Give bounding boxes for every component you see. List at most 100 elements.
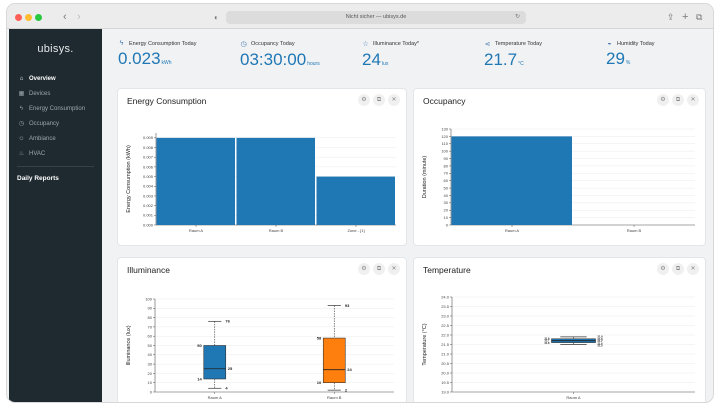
y-tick-label: 0.003 — [143, 193, 154, 198]
settings-icon[interactable]: ⚙ — [657, 94, 669, 106]
temperature-chart: 19.0 19.5 20.0 20.5 21.0 21.5 22.0 22.5 23.0 23.5… — [422, 294, 695, 400]
close-icon[interactable]: ✕ — [687, 263, 699, 275]
box-label-median: 25 — [228, 366, 233, 371]
box-label-q1: 14 — [197, 376, 202, 381]
y-tick-label: 23.0 — [441, 313, 450, 318]
kpi-value: 29 — [606, 49, 625, 68]
y-tick-label: 50 — [148, 343, 153, 348]
x-tick-label: Raum B — [627, 228, 642, 233]
y-tick-label: 20 — [444, 208, 449, 213]
drop-icon: ◒ — [607, 40, 612, 47]
x-tick-label: Raum A — [208, 395, 223, 400]
box-label-min: 21.5 — [598, 344, 604, 348]
y-tick-label: 60 — [148, 334, 153, 339]
box-label-median: 24 — [347, 367, 352, 372]
zoom-window-button[interactable] — [35, 14, 42, 21]
close-icon[interactable]: ✕ — [687, 94, 699, 106]
settings-icon[interactable]: ⚙ — [657, 263, 669, 275]
y-tick-label: 20 — [148, 371, 153, 376]
share-icon[interactable]: ⇪ — [667, 12, 675, 22]
x-tick-label: Raum A — [566, 395, 581, 400]
thermometer-icon: ♨ — [18, 151, 25, 157]
y-tick-label: 70 — [148, 324, 153, 329]
kpi-unit: lux — [381, 61, 389, 67]
box-label-left-median: 21.7 — [544, 339, 550, 343]
y-tick-label: 30 — [148, 362, 153, 367]
home-icon: ⌂ — [19, 75, 24, 82]
expand-icon[interactable]: ⧉ — [672, 94, 684, 106]
y-tick-label: 50 — [444, 185, 449, 190]
y-tick-label: 0.000 — [143, 222, 154, 227]
kpi-title: Humidity Today — [617, 40, 655, 47]
new-tab-icon[interactable]: + — [682, 11, 689, 23]
card-title: Energy Consumption — [127, 96, 207, 106]
box-label-q3: 21.8 — [598, 337, 604, 341]
browser-window: ‹ › ◐ Nicht sicher — ubisys.de ↻ ⇪ + ⧉ u… — [7, 4, 713, 402]
card-actions: ⚙ ⧉ ✕ — [358, 263, 400, 275]
kpi-unit: hours — [307, 61, 320, 67]
settings-icon[interactable]: ⚙ — [358, 94, 370, 106]
expand-icon[interactable]: ⧉ — [373, 263, 385, 275]
box-label-left-q1: 21.6 — [544, 337, 550, 341]
y-tick-label: 0.005 — [143, 174, 154, 179]
kpi-humidity: ◒ Humidity Today 29% — [590, 29, 712, 81]
y-tick-label: 130 — [441, 126, 448, 131]
kpi-title: Illuminance Today* — [373, 41, 420, 47]
tab-overview-icon[interactable]: ⧉ — [696, 12, 703, 22]
close-window-button[interactable] — [15, 14, 22, 21]
y-tick-label: 90 — [148, 306, 153, 311]
y-tick-label: 80 — [444, 163, 449, 168]
close-icon[interactable]: ✕ — [388, 94, 400, 106]
box-label-q3: 50 — [197, 343, 202, 348]
kpi-value: 24 — [362, 50, 381, 69]
card-title: Illuminance — [127, 265, 170, 275]
kpi-unit: °C — [518, 61, 524, 67]
sidebar-item-label: Overview — [29, 75, 56, 82]
back-icon[interactable]: ‹ — [63, 11, 67, 23]
illuminance-card: Illuminance ⚙ ⧉ ✕ 0 10 20 30 40 50 60 70 80 90 100… — [118, 258, 406, 402]
reload-icon[interactable]: ↻ — [514, 14, 520, 20]
box-label-min: 2 — [345, 388, 348, 393]
y-tick-label: 0.004 — [143, 184, 154, 189]
y-tick-label: 10 — [444, 215, 449, 220]
kpi-title: Occupancy Today — [251, 41, 295, 47]
sidebar-item-occupancy[interactable]: ◷ Occupancy — [9, 116, 102, 131]
y-tick-label: 22.5 — [441, 323, 450, 328]
sidebar-item-label: Devices — [29, 90, 51, 97]
sidebar-item-overview[interactable]: ⌂ Overview — [9, 71, 102, 86]
sidebar-item-daily-reports[interactable]: Daily Reports — [17, 175, 59, 182]
minimize-window-button[interactable] — [25, 14, 32, 21]
expand-icon[interactable]: ⧉ — [373, 94, 385, 106]
forward-icon[interactable]: › — [77, 11, 81, 23]
sidebar-divider — [17, 166, 94, 167]
devices-icon: ▦ — [18, 91, 25, 97]
box-label-max: 93 — [345, 303, 350, 308]
sidebar-item-devices[interactable]: ▦ Devices — [9, 86, 102, 101]
y-tick-label: 0 — [150, 389, 153, 394]
x-tick-label: Raum B — [269, 228, 284, 233]
main-content: ϟ Energy Consumption Today 0.023kWh ◷ Occu… — [102, 29, 713, 402]
x-tick-label: Raum A — [505, 228, 520, 233]
box-label-q3: 58 — [317, 335, 322, 340]
y-tick-label: 20.5 — [441, 361, 450, 366]
y-tick-label: 21.5 — [441, 342, 450, 347]
expand-icon[interactable]: ⧉ — [672, 263, 684, 275]
sidebar-item-energy-consumption[interactable]: ϟ Energy Consumption — [9, 101, 102, 116]
y-tick-label: 19.0 — [441, 389, 450, 394]
url-text: Nicht sicher — ubisys.de — [345, 14, 407, 20]
kpi-value: 03:30:00 — [240, 50, 307, 69]
sidebar-item-hvac[interactable]: ♨ HVAC — [9, 146, 102, 161]
settings-icon[interactable]: ⚙ — [358, 263, 370, 275]
y-tick-label: 19.5 — [441, 380, 450, 385]
bar-raum-a — [156, 137, 235, 225]
bar-raum-b — [236, 137, 315, 225]
close-icon[interactable]: ✕ — [388, 263, 400, 275]
url-bar[interactable]: Nicht sicher — ubisys.de ↻ — [226, 11, 526, 24]
privacy-shield-icon[interactable]: ◐ — [214, 13, 219, 22]
kpi-value: 21.7 — [484, 50, 518, 69]
kpi-occupancy: ◷ Occupancy Today 03:30:00hours — [224, 29, 346, 81]
y-tick-label: 0.009 — [143, 135, 154, 140]
clock-icon: ◷ — [18, 121, 25, 127]
sidebar-item-ambiance[interactable]: ☺ Ambiance — [9, 131, 102, 146]
x-tick-label: Raum A — [189, 228, 204, 233]
